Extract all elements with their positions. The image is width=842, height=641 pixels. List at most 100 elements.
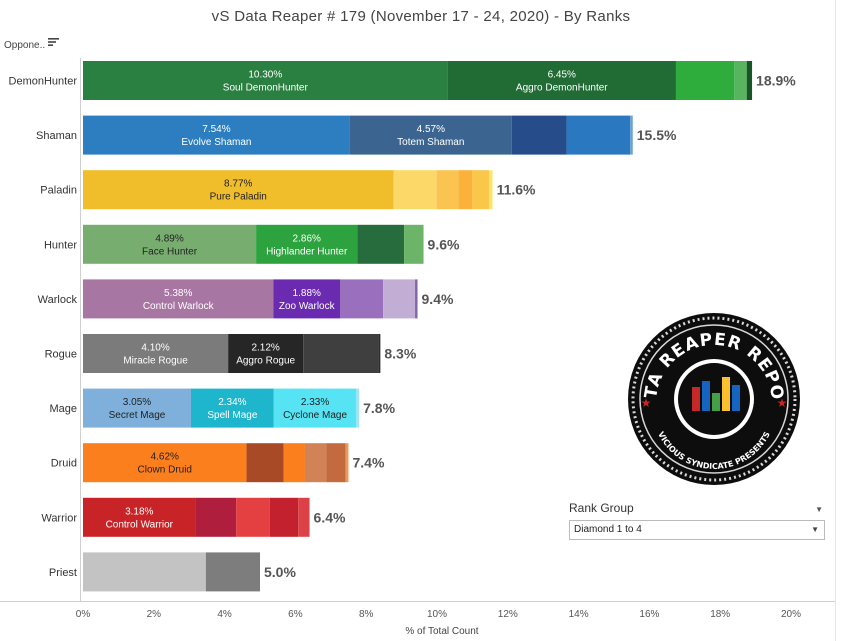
rank-group-filter: Rank Group ▼ Diamond 1 to 4 ▼ [569, 501, 825, 540]
segment-name-label: Highlander Hunter [266, 246, 348, 257]
category-label-paladin: Paladin [40, 185, 77, 197]
x-tick-label: 8% [359, 609, 374, 620]
bar-segment-druid-3 [304, 443, 327, 483]
bar-segment-mage-0 [83, 388, 191, 428]
segment-name-label: Aggro Rogue [236, 356, 295, 367]
chevron-down-icon: ▼ [811, 525, 819, 534]
category-label-rogue: Rogue [45, 349, 77, 361]
bar-segment-mage-2 [273, 388, 357, 428]
bar-segment-paladin-3 [458, 170, 473, 210]
row-total-label-paladin: 11.6% [497, 182, 536, 198]
bar-segment-hunter-0 [83, 224, 257, 264]
bar-segment-druid-0 [83, 443, 247, 483]
bar-segment-paladin-1 [393, 170, 437, 210]
category-label-warlock: Warlock [38, 294, 78, 306]
segment-name-label: Control Warlock [143, 301, 215, 312]
segment-pct-label: 2.34% [218, 397, 246, 408]
bar-segment-priest-0 [83, 552, 206, 592]
bar-segment-shaman-4 [630, 115, 633, 155]
x-tick-label: 10% [427, 609, 447, 620]
category-label-shaman: Shaman [36, 130, 77, 142]
bar-segment-warlock-1 [273, 279, 341, 319]
bar-segment-rogue-1 [228, 334, 304, 373]
segment-name-label: Evolve Shaman [181, 137, 251, 148]
segment-name-label: Clown Druid [138, 465, 192, 476]
segment-pct-label: 7.54% [202, 124, 230, 135]
bar-segment-hunter-3 [404, 224, 424, 264]
bar-segment-paladin-0 [83, 170, 394, 210]
category-label-warrior: Warrior [41, 512, 77, 524]
bar-segment-rogue-2 [303, 334, 379, 373]
segment-pct-label: 5.38% [164, 288, 192, 299]
segment-name-label: Cyclone Mage [283, 410, 347, 421]
bar-segment-paladin-5 [489, 170, 493, 210]
svg-text:★: ★ [777, 396, 788, 410]
filter-menu-caret-icon[interactable]: ▼ [815, 505, 823, 514]
sort-icon[interactable] [48, 37, 60, 47]
bar-segment-demonhunter-3 [734, 61, 747, 100]
bar-segment-mage-1 [190, 388, 274, 428]
segment-name-label: Face Hunter [142, 246, 198, 257]
segment-pct-label: 1.88% [293, 288, 321, 299]
x-tick-label: 20% [781, 609, 801, 620]
segment-name-label: Control Warrior [106, 519, 174, 530]
category-label-demonhunter: DemonHunter [9, 76, 78, 88]
bar-segment-hunter-1 [256, 224, 358, 264]
segment-name-label: Spell Mage [207, 410, 257, 421]
bar-segment-demonhunter-0 [83, 61, 448, 100]
rank-group-label: Rank Group [569, 501, 634, 515]
segment-name-label: Totem Shaman [397, 137, 464, 148]
bar-segment-paladin-2 [436, 170, 459, 210]
row-total-label-warlock: 9.4% [422, 291, 454, 307]
segment-name-label: Miracle Rogue [123, 356, 188, 367]
bar-segment-rogue-3 [378, 334, 381, 373]
bar-segment-hunter-2 [357, 224, 405, 264]
bar-segment-warrior-0 [83, 497, 196, 537]
bar-segment-mage-3 [356, 388, 360, 428]
segment-pct-label: 2.33% [301, 397, 329, 408]
category-label-priest: Priest [49, 567, 77, 579]
segment-pct-label: 4.62% [151, 452, 179, 463]
bar-segment-warlock-3 [383, 279, 416, 319]
svg-text:★: ★ [641, 396, 652, 410]
segment-name-label: Aggro DemonHunter [516, 83, 608, 94]
segment-name-label: Pure Paladin [210, 192, 267, 203]
bar-segment-warrior-2 [236, 497, 270, 537]
x-tick-label: 0% [76, 609, 91, 620]
bar-segment-druid-4 [326, 443, 346, 483]
segment-name-label: Secret Mage [109, 410, 166, 421]
row-total-label-shaman: 15.5% [637, 127, 677, 143]
segment-pct-label: 3.05% [123, 397, 151, 408]
category-label-mage: Mage [49, 403, 77, 415]
row-total-label-rogue: 8.3% [384, 346, 416, 362]
x-axis-title: % of Total Count [405, 626, 478, 637]
bar-segment-shaman-2 [511, 115, 567, 155]
segment-pct-label: 2.12% [251, 343, 279, 354]
row-total-label-mage: 7.8% [363, 400, 395, 416]
bar-segment-druid-5 [345, 443, 349, 483]
bar-segment-rogue-0 [83, 334, 229, 373]
row-total-label-hunter: 9.6% [428, 236, 460, 252]
segment-pct-label: 10.30% [248, 70, 282, 81]
x-tick-label: 18% [710, 609, 730, 620]
bar-segment-priest-1 [205, 552, 260, 592]
bar-segment-warlock-4 [415, 279, 418, 319]
bar-segment-paladin-4 [472, 170, 490, 210]
x-tick-label: 12% [498, 609, 518, 620]
segment-pct-label: 4.10% [141, 343, 169, 354]
data-reaper-logo: DATA REAPER REPORT VICIOUS SYNDICATE PRE… [618, 296, 802, 492]
segment-pct-label: 8.77% [224, 179, 252, 190]
category-label-hunter: Hunter [44, 239, 77, 251]
x-tick-label: 4% [217, 609, 232, 620]
segment-name-label: Zoo Warlock [279, 301, 336, 312]
bar-segment-druid-1 [246, 443, 284, 483]
bar-segment-warrior-4 [298, 497, 310, 537]
segment-pct-label: 6.45% [548, 70, 576, 81]
x-tick-label: 14% [569, 609, 589, 620]
chart-title: vS Data Reaper # 179 (November 17 - 24, … [211, 8, 631, 25]
rank-group-dropdown[interactable]: Diamond 1 to 4 ▼ [569, 520, 825, 540]
x-tick-label: 2% [147, 609, 162, 620]
bar-segment-shaman-1 [349, 115, 512, 155]
bar-segment-warlock-0 [83, 279, 274, 319]
